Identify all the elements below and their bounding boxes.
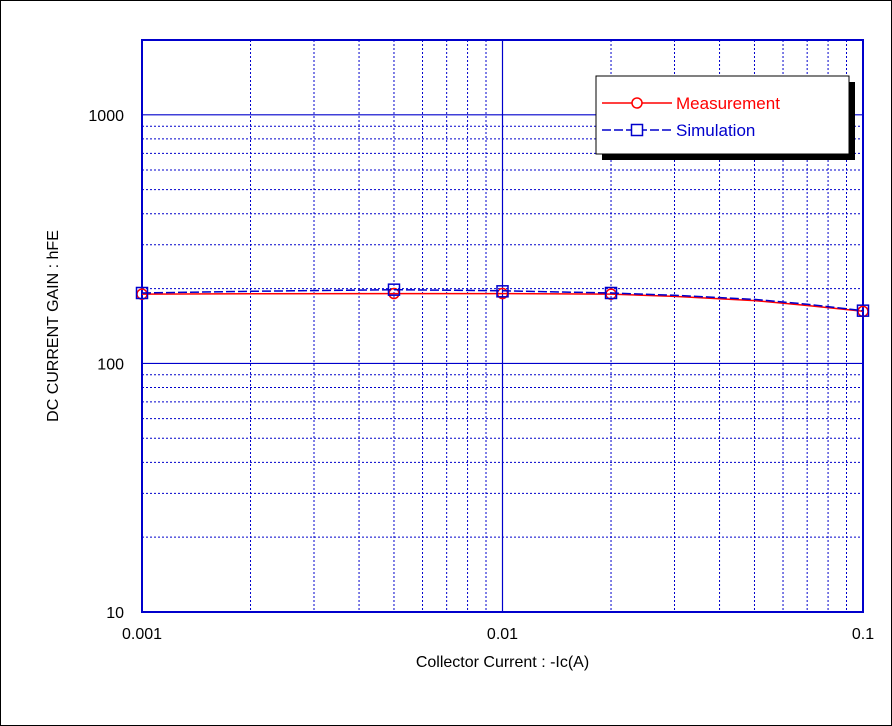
legend: Measurement Simulation: [595, 75, 855, 160]
data-point: [856, 304, 870, 317]
plot-border: [141, 39, 864, 613]
data-point: [387, 283, 401, 296]
legend-label: Simulation: [676, 121, 755, 140]
legend-marker: [630, 123, 644, 137]
legend-entry-measurement: Measurement: [602, 94, 780, 113]
series-simulation: [135, 283, 870, 317]
x-axis-label: Collector Current : -Ic(A): [416, 654, 589, 671]
y-tick-label: 1000: [88, 108, 124, 125]
x-tick-label: 0.001: [122, 626, 162, 643]
legend-entries: Measurement Simulation: [602, 94, 780, 140]
x-tick-labels: 0.001 0.01 0.1: [122, 626, 874, 643]
x-tick-label: 0.01: [487, 626, 518, 643]
data-point: [135, 286, 149, 300]
y-tick-label: 100: [97, 356, 124, 373]
y-tick-labels: 10 100 1000: [88, 108, 124, 622]
series-line-measurement: [141, 292, 864, 313]
data-point: [604, 286, 618, 300]
data-point: [496, 285, 509, 298]
x-tick-label: 0.1: [852, 626, 874, 643]
legend-entry-simulation: Simulation: [602, 121, 755, 140]
y-tick-label: 10: [106, 605, 124, 622]
y-axis-label: DC CURRENT GAIN : hFE: [45, 230, 62, 422]
legend-marker: [631, 97, 643, 109]
series-layer: [135, 283, 870, 318]
series-line-simulation: [141, 288, 864, 312]
legend-label: Measurement: [676, 94, 780, 113]
legend-box: [595, 75, 850, 155]
